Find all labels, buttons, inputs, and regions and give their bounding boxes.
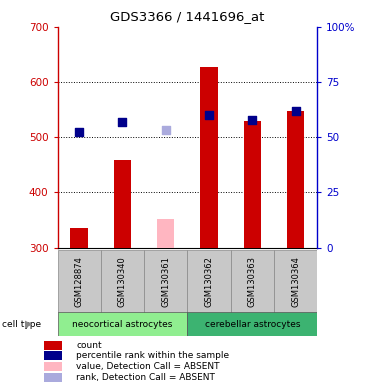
Point xyxy=(76,129,82,135)
Bar xyxy=(187,312,317,336)
Bar xyxy=(287,111,304,248)
Point xyxy=(206,112,212,118)
Text: GSM130364: GSM130364 xyxy=(291,256,300,307)
Bar xyxy=(244,121,261,248)
Bar xyxy=(274,250,317,313)
Text: GSM130363: GSM130363 xyxy=(248,256,257,307)
Bar xyxy=(157,219,174,248)
Text: ▶: ▶ xyxy=(25,319,33,329)
Text: GSM130340: GSM130340 xyxy=(118,256,127,307)
Title: GDS3366 / 1441696_at: GDS3366 / 1441696_at xyxy=(110,10,265,23)
Bar xyxy=(231,250,274,313)
Bar xyxy=(187,250,231,313)
Point xyxy=(293,108,299,114)
Text: GSM128874: GSM128874 xyxy=(75,256,83,307)
Bar xyxy=(44,341,62,350)
Bar xyxy=(114,161,131,248)
Text: neocortical astrocytes: neocortical astrocytes xyxy=(72,319,173,329)
Text: cell type: cell type xyxy=(2,319,41,329)
Bar xyxy=(44,362,62,371)
Bar xyxy=(70,228,88,248)
Point xyxy=(249,117,255,123)
Text: rank, Detection Call = ABSENT: rank, Detection Call = ABSENT xyxy=(76,373,215,382)
Bar xyxy=(58,250,101,313)
Bar xyxy=(200,67,218,248)
Text: count: count xyxy=(76,341,102,350)
Bar xyxy=(44,351,62,361)
Point xyxy=(163,127,169,133)
Bar xyxy=(44,373,62,382)
Point xyxy=(119,119,125,126)
Bar xyxy=(144,250,187,313)
Text: value, Detection Call = ABSENT: value, Detection Call = ABSENT xyxy=(76,362,220,371)
Text: GSM130362: GSM130362 xyxy=(204,256,213,307)
Bar xyxy=(101,250,144,313)
Text: percentile rank within the sample: percentile rank within the sample xyxy=(76,351,229,361)
Text: GSM130361: GSM130361 xyxy=(161,256,170,307)
Bar xyxy=(58,312,187,336)
Text: cerebellar astrocytes: cerebellar astrocytes xyxy=(204,319,300,329)
